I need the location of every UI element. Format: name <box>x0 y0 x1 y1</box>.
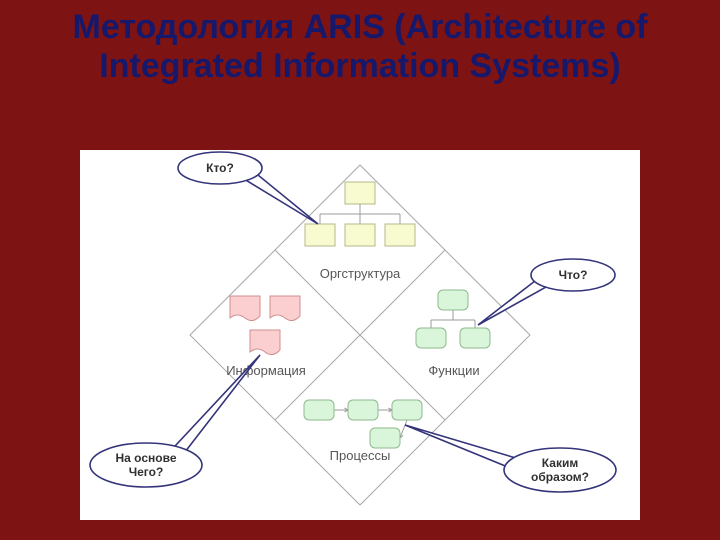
callout-text: На основе <box>116 451 177 465</box>
function-box <box>438 290 468 310</box>
info-doc <box>230 296 260 321</box>
process-box <box>304 400 334 420</box>
org-box <box>385 224 415 246</box>
callout-text: Чего? <box>129 465 164 479</box>
org-box <box>345 224 375 246</box>
callout-kakim: Какимобразом? <box>405 425 616 492</box>
callout-text: Каким <box>542 456 579 470</box>
process-box <box>392 400 422 420</box>
info-doc <box>250 330 280 355</box>
process-box <box>348 400 378 420</box>
function-box <box>460 328 490 348</box>
callout-text: образом? <box>531 470 589 484</box>
function-box <box>416 328 446 348</box>
callout-kto: Кто? <box>178 152 318 224</box>
diagram-panel: Оргструктура Информация Функции Процессы Кто… <box>80 150 640 520</box>
org-box <box>345 182 375 204</box>
aris-diagram: Оргструктура Информация Функции Процессы Кто… <box>80 150 640 520</box>
callout-chto: Что? <box>478 259 615 325</box>
facet-label-top: Оргструктура <box>320 266 401 281</box>
org-box <box>305 224 335 246</box>
facet-label-left: Информация <box>226 363 306 378</box>
callout-text: Что? <box>559 268 588 282</box>
page-title: Методология ARIS (Architecture of Integr… <box>0 8 720 86</box>
facet-label-right: Функции <box>428 363 479 378</box>
process-box <box>370 428 400 448</box>
info-doc <box>270 296 300 321</box>
callout-text: Кто? <box>206 161 234 175</box>
facet-label-bottom: Процессы <box>330 448 391 463</box>
